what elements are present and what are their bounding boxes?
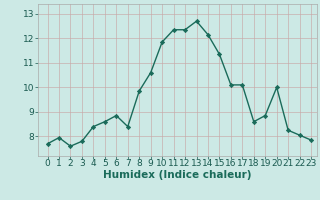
X-axis label: Humidex (Indice chaleur): Humidex (Indice chaleur)	[103, 170, 252, 180]
